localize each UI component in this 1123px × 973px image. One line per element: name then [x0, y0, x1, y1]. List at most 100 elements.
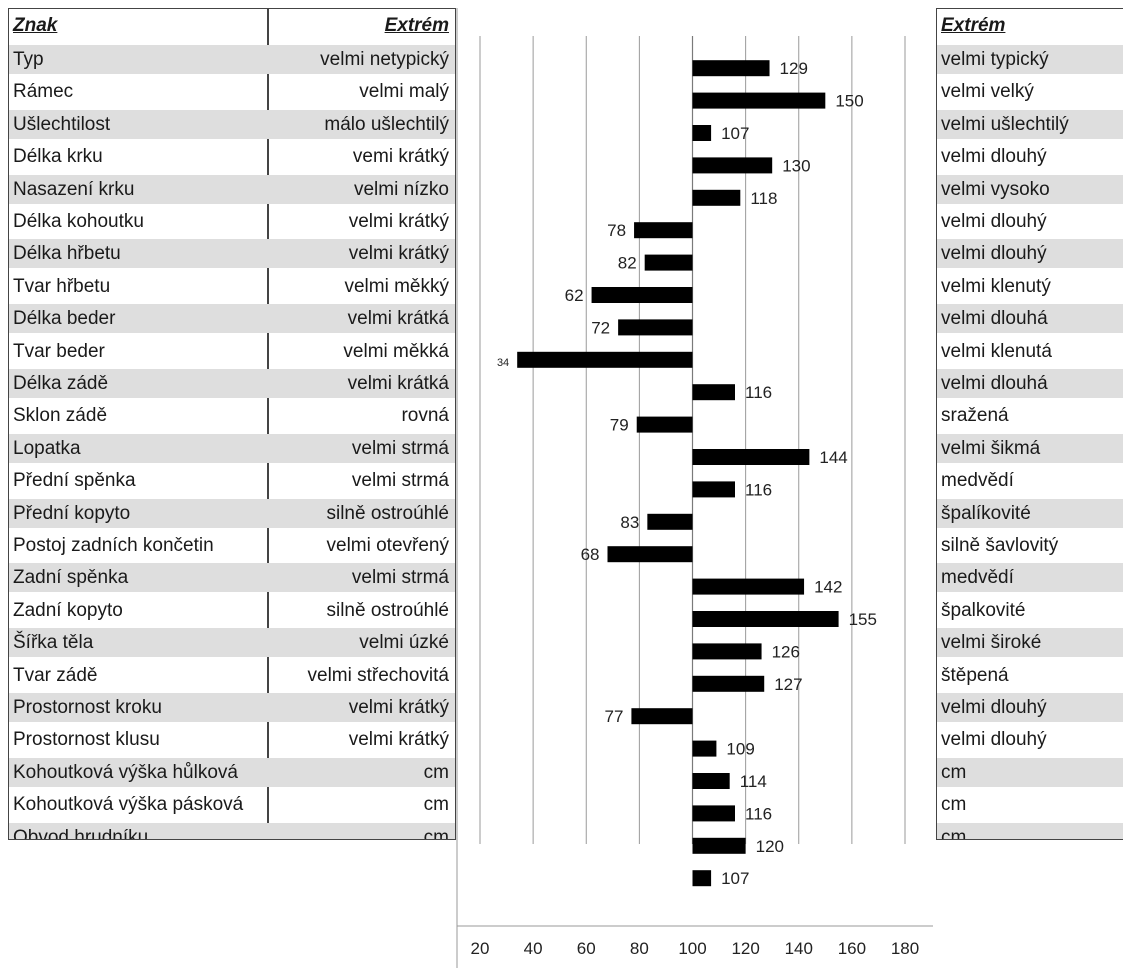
extreme-low: rovná	[401, 405, 449, 427]
trait-name: Šířka těla	[13, 632, 94, 654]
extreme-low: vemi krátký	[352, 146, 449, 168]
extreme-high: cm	[941, 794, 967, 816]
x-tick-label: 120	[731, 939, 759, 958]
extreme-high: špalkovité	[941, 599, 1026, 621]
x-tick-label: 140	[785, 939, 813, 958]
bar-chart-svg: 129 150 107 130 118 78 82 62 72 34 116 79 144 116 83 68…	[456, 8, 933, 968]
bar-value-label: 107	[721, 124, 749, 143]
x-tick-label: 160	[838, 939, 866, 958]
bar	[692, 837, 746, 854]
table-row: Kohoutková výška pásková cm	[9, 790, 455, 819]
table-row: Postoj zadních končetin velmi otevřený	[9, 531, 455, 560]
bar	[692, 611, 839, 627]
bar-value-label: 83	[620, 513, 639, 532]
trait-name: Délka zádě	[13, 373, 109, 394]
bar-value-label: 107	[721, 869, 749, 888]
trait-name: Kohoutková výška pásková	[13, 794, 244, 816]
header-extrem-right: Extrém	[941, 15, 1006, 36]
table-row: Sklon zádě rovná	[9, 401, 455, 430]
bar-value-label: 62	[565, 286, 584, 305]
extreme-high: velmi dlouhá	[941, 373, 1048, 394]
trait-name: Typ	[13, 49, 44, 70]
table-row: medvědí	[937, 466, 1123, 495]
table-row: velmi dlouhý	[937, 239, 1123, 269]
extreme-low: velmi krátký	[348, 729, 449, 751]
bar	[636, 416, 693, 433]
bar	[692, 805, 735, 822]
table-row: Typ velmi netypický	[9, 45, 455, 74]
extreme-high: velmi klenutá	[941, 340, 1052, 362]
trait-name: Sklon zádě	[13, 405, 108, 427]
x-tick-label: 80	[630, 939, 649, 958]
table-row: velmi šikmá	[937, 433, 1123, 463]
bar	[692, 157, 773, 174]
trait-name: Délka hřbetu	[13, 243, 121, 265]
bar	[692, 189, 741, 206]
bar-value-label: 109	[726, 740, 754, 759]
table-row: špalkovité	[937, 596, 1123, 625]
extreme-high: velmi dlouhý	[941, 729, 1047, 751]
table-row: velmi klenutá	[937, 337, 1123, 366]
bar-chart: 129 150 107 130 118 78 82 62 72 34 116 79 144 116 83 68…	[455, 8, 935, 968]
bar-value-label: 116	[745, 383, 772, 402]
extreme-low: málo ušlechtilý	[324, 113, 449, 135]
extreme-low: cm	[423, 826, 449, 840]
extreme-low: velmi krátký	[348, 697, 449, 718]
extreme-low: velmi krátký	[348, 243, 449, 265]
bar-value-label: 116	[745, 804, 772, 823]
table-row: Délka hřbetu velmi krátký	[9, 239, 455, 269]
bar-value-label: 68	[581, 545, 600, 564]
table-row: velmi dlouhý	[937, 142, 1123, 171]
table-row: Délka krku vemi krátký	[9, 142, 455, 171]
extreme-high: cm	[941, 761, 967, 783]
table-row: Ušlechtilost málo ušlechtilý	[9, 109, 455, 139]
trait-name: Postoj zadních končetin	[13, 535, 214, 556]
trait-name: Lopatka	[13, 437, 81, 459]
bar-value-label: 155	[849, 610, 877, 629]
table-row: Délka beder velmi krátká	[9, 304, 455, 334]
table-row: velmi klenutý	[937, 272, 1123, 301]
extreme-low: velmi otevřený	[326, 535, 450, 556]
extreme-high: velmi ušlechtilý	[941, 113, 1069, 135]
extreme-high: velmi velký	[941, 81, 1034, 103]
bar-value-label: 82	[618, 254, 637, 273]
extreme-high: velmi dlouhý	[941, 243, 1047, 265]
bar-value-label: 129	[780, 59, 808, 78]
bar-value-label: 142	[814, 578, 842, 597]
bar-value-label: 79	[610, 416, 629, 435]
bar-value-label: 150	[835, 92, 863, 111]
table-row: Zadní spěnka velmi strmá	[9, 563, 455, 593]
extreme-high: velmi klenutý	[941, 275, 1051, 297]
bar-value-label: 127	[774, 675, 802, 694]
trait-name: Obvod hrudníku	[13, 826, 149, 840]
table-row: Tvar hřbetu velmi měkký	[9, 272, 455, 301]
extreme-high: cm	[941, 826, 967, 840]
extreme-high: velmi typický	[941, 49, 1049, 70]
extreme-low: velmi strmá	[351, 567, 449, 589]
bar	[692, 773, 730, 789]
bar-value-label: 130	[782, 156, 810, 175]
trait-name: Kohoutková výška hůlková	[13, 761, 238, 783]
bar-value-label: 126	[772, 642, 800, 661]
bar	[634, 222, 693, 239]
extreme-high: velmi široké	[941, 632, 1042, 654]
bar	[618, 319, 693, 336]
table-row: cm	[937, 822, 1123, 840]
table-row: sražená	[937, 401, 1123, 430]
trait-name: Prostornost kroku	[13, 697, 162, 718]
extreme-low: cm	[423, 794, 449, 816]
table-row: velmi vysoko	[937, 174, 1123, 204]
table-row: cm	[937, 757, 1123, 787]
trait-name: Zadní spěnka	[13, 567, 129, 589]
right-table: Extrém velmi typický velmi velký velmi ušl…	[936, 8, 1123, 840]
bar-value-label: 144	[819, 448, 847, 467]
table-row: velmi dlouhý	[937, 207, 1123, 236]
bar-value-label: 114	[740, 772, 767, 791]
table-row: Lopatka velmi strmá	[9, 433, 455, 463]
trait-name: Přední kopyto	[13, 502, 131, 524]
table-row: velmi typický	[937, 45, 1123, 74]
bar	[692, 92, 826, 109]
table-row: Zadní kopyto silně ostroúhlé	[9, 596, 455, 625]
trait-name: Tvar hřbetu	[13, 275, 111, 297]
table-row: medvědí	[937, 563, 1123, 593]
